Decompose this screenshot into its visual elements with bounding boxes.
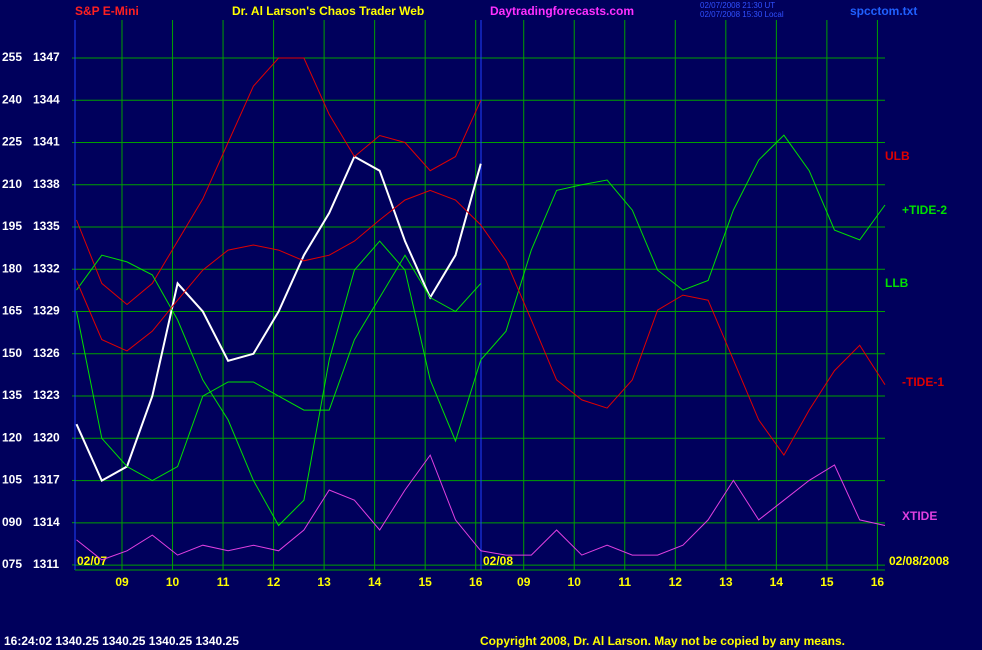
y-tick-label: 1335 xyxy=(33,219,60,233)
x-tick-label: 12 xyxy=(669,575,683,589)
y2-tick-label: 150 xyxy=(2,346,22,360)
y2-tick-label: 195 xyxy=(2,219,22,233)
x-tick-label: 09 xyxy=(517,575,531,589)
y2-tick-label: 180 xyxy=(2,261,22,275)
y-tick-label: 1311 xyxy=(33,557,59,571)
legend-label: LLB xyxy=(885,276,909,290)
legend-label: XTIDE xyxy=(902,509,937,523)
series-line xyxy=(75,155,482,483)
y-tick-label: 1320 xyxy=(33,430,60,444)
y-tick-label: 1326 xyxy=(33,346,60,360)
time-stamp: 02/07/2008 21:30 UT xyxy=(700,1,775,10)
y-tick-label: 1332 xyxy=(33,261,60,275)
x-tick-label: 15 xyxy=(820,575,834,589)
series-line xyxy=(76,134,886,527)
y-tick-label: 1329 xyxy=(33,304,60,318)
chart-subtitle: Dr. Al Larson's Chaos Trader Web xyxy=(232,4,424,18)
file-name: spcctom.txt xyxy=(850,4,917,18)
x-tick-label: 12 xyxy=(267,575,281,589)
y-tick-label: 1341 xyxy=(33,135,60,149)
y-tick-label: 1323 xyxy=(33,388,60,402)
y-tick-label: 1317 xyxy=(33,473,60,487)
date-label: 02/08/2008 xyxy=(889,554,949,568)
status-line: 16:24:02 1340.25 1340.25 1340.25 1340.25 xyxy=(4,634,239,648)
x-tick-label: 10 xyxy=(166,575,180,589)
x-tick-label: 15 xyxy=(418,575,432,589)
y2-tick-label: 120 xyxy=(2,430,22,444)
y2-tick-label: 255 xyxy=(2,50,22,64)
y-tick-label: 1347 xyxy=(33,50,60,64)
series-line xyxy=(76,57,482,306)
x-tick-label: 14 xyxy=(368,575,382,589)
series-line xyxy=(76,189,886,457)
x-tick-label: 10 xyxy=(568,575,582,589)
y2-tick-label: 090 xyxy=(2,515,22,529)
y2-tick-label: 135 xyxy=(2,388,22,402)
date-label: 02/07 xyxy=(77,554,107,568)
y2-tick-label: 105 xyxy=(2,473,22,487)
y2-tick-label: 225 xyxy=(2,135,22,149)
y2-tick-label: 240 xyxy=(2,92,22,106)
time-stamp: 02/07/2008 15:30 Local xyxy=(700,10,784,19)
x-tick-label: 11 xyxy=(618,575,631,589)
legend-label: -TIDE-1 xyxy=(902,375,944,389)
series-line xyxy=(76,454,886,561)
x-tick-label: 11 xyxy=(217,575,230,589)
y2-tick-label: 165 xyxy=(2,304,22,318)
x-tick-label: 16 xyxy=(469,575,483,589)
x-tick-label: 09 xyxy=(115,575,129,589)
series-line xyxy=(76,254,482,482)
copyright: Copyright 2008, Dr. Al Larson. May not b… xyxy=(480,634,845,648)
x-tick-label: 14 xyxy=(770,575,784,589)
x-tick-label: 13 xyxy=(317,575,331,589)
site-name: Daytradingforecasts.com xyxy=(490,4,634,18)
y2-tick-label: 075 xyxy=(2,557,22,571)
legend-label: +TIDE-2 xyxy=(902,203,947,217)
y-tick-label: 1338 xyxy=(33,177,60,191)
y-tick-label: 1314 xyxy=(33,515,60,529)
y-tick-label: 1344 xyxy=(33,92,60,106)
x-tick-label: 16 xyxy=(871,575,885,589)
chart-title: S&P E-Mini xyxy=(75,4,139,18)
legend-label: ULB xyxy=(885,149,910,163)
date-label: 02/08 xyxy=(483,554,513,568)
x-tick-label: 13 xyxy=(719,575,733,589)
y2-tick-label: 210 xyxy=(2,177,22,191)
